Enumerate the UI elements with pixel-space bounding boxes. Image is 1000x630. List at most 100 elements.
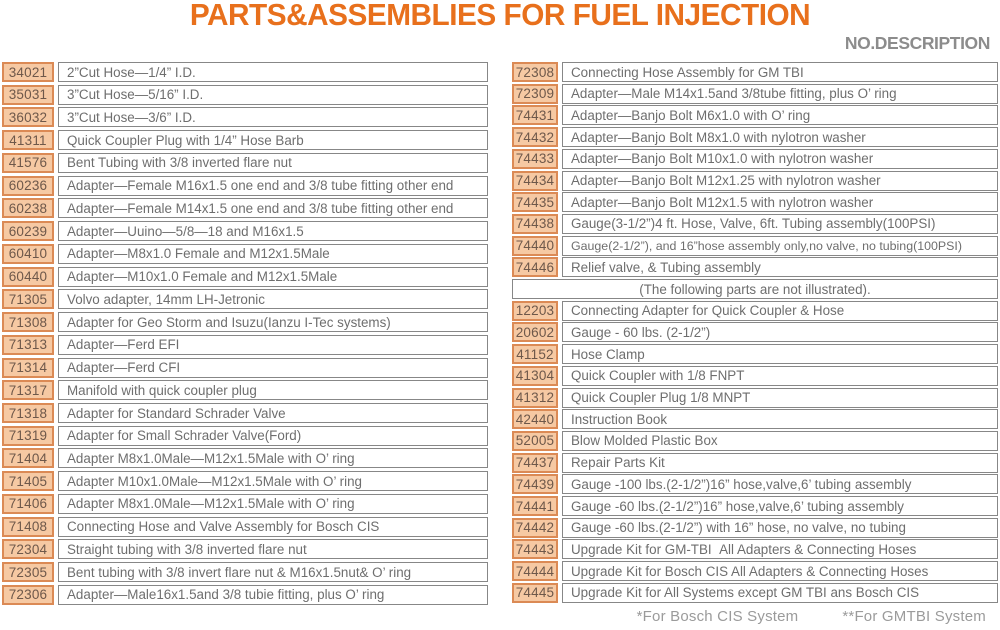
table-row: 36032 3”Cut Hose—3/6” I.D. — [2, 107, 488, 128]
part-description-cell: Straight tubing with 3/8 inverted flare … — [58, 539, 488, 560]
left-table: 34021 2”Cut Hose—1/4” I.D. 35031 3”Cut Hose… — [2, 62, 488, 605]
part-description-cell: Quick Coupler with 1/8 FNPT — [562, 365, 998, 386]
column-header-label: NO.DESCRIPTION — [844, 33, 991, 53]
part-description-cell: Adapter for Geo Storm and Isuzu(Ianzu I-… — [58, 312, 488, 333]
table-row: 71408 Connecting Hose and Valve Assembly … — [2, 516, 488, 537]
table-row: 74432 Adapter—Banjo Bolt M8x1.0 with nylo… — [512, 127, 998, 148]
part-number-cell: 72306 — [2, 584, 54, 605]
part-number-cell: 41304 — [512, 365, 558, 386]
part-description-cell: Gauge -100 lbs.(2-1/2”)16” hose,valve,6’… — [562, 474, 998, 495]
part-number-cell: 74446 — [512, 257, 558, 278]
part-number-cell: 71319 — [2, 425, 54, 446]
part-description-cell: Quick Coupler Plug 1/8 MNPT — [562, 387, 998, 408]
part-number-cell: 71314 — [2, 357, 54, 378]
part-description-cell: Gauge(2-1/2”), and 16”hose assembly only… — [562, 235, 998, 256]
part-description-cell: Adapter—Female M16x1.5 one end and 3/8 t… — [58, 175, 488, 196]
table-row: 72304 Straight tubing with 3/8 inverted f… — [2, 539, 488, 560]
table-row: 74444 Upgrade Kit for Bosch CIS All Adapt… — [512, 561, 998, 582]
table-row: 34021 2”Cut Hose—1/4” I.D. — [2, 62, 488, 82]
part-description-cell: Gauge -60 lbs.(2-1/2”)16” hose,valve,6’ … — [562, 496, 998, 517]
part-number-cell: 71308 — [2, 312, 54, 333]
part-description-cell: Upgrade Kit for All Systems except GM TB… — [562, 582, 998, 603]
table-row: 74433 Adapter—Banjo Bolt M10x1.0 with nyl… — [512, 148, 998, 169]
part-description-cell: Volvo adapter, 14mm LH-Jetronic — [58, 289, 488, 310]
part-number-cell: 74440 — [512, 235, 558, 256]
part-number-cell: 74438 — [512, 213, 558, 234]
table-row: 41304 Quick Coupler with 1/8 FNPT — [512, 365, 998, 386]
part-number-cell: 74441 — [512, 496, 558, 517]
part-description-cell: Adapter—Banjo Bolt M12x1.5 with nylotron… — [562, 192, 998, 213]
table-row: 74434 Adapter—Banjo Bolt M12x1.25 with ny… — [512, 170, 998, 191]
part-number-cell: 71408 — [2, 516, 54, 537]
table-row: 60236 Adapter—Female M16x1.5 one end and … — [2, 175, 488, 196]
part-description-cell: Hose Clamp — [562, 344, 998, 365]
part-number-cell: 72305 — [2, 562, 54, 583]
part-description-cell: Manifold with quick coupler plug — [58, 380, 488, 401]
part-number-cell: 20602 — [512, 322, 558, 343]
part-description-cell: Adapter M8x1.0Male—M12x1.5Male with O’ r… — [58, 493, 488, 514]
part-number-cell: 60239 — [2, 221, 54, 242]
part-number-cell: 74433 — [512, 148, 558, 169]
table-row: 71308 Adapter for Geo Storm and Isuzu(Ian… — [2, 312, 488, 333]
table-row: 71317 Manifold with quick coupler plug — [2, 380, 488, 401]
table-row: 60238 Adapter—Female M14x1.5 one end and … — [2, 198, 488, 219]
part-description-cell: Upgrade Kit for Bosch CIS All Adapters &… — [562, 561, 998, 582]
part-description-cell: Gauge(3-1/2”)4 ft. Hose, Valve, 6ft. Tub… — [562, 213, 998, 234]
part-description-cell: Adapter—Ferd CFI — [58, 357, 488, 378]
table-row: 60410 Adapter—M8x1.0 Female and M12x1.5Ma… — [2, 243, 488, 264]
part-description-cell: Repair Parts Kit — [562, 452, 998, 473]
part-description-cell: 2”Cut Hose—1/4” I.D. — [58, 62, 488, 82]
table-row: 12203 Connecting Adapter for Quick Couple… — [512, 300, 998, 321]
part-description-cell: Adapter—Ferd EFI — [58, 334, 488, 355]
table-row: 71405 Adapter M10x1.0Male—M12x1.5Male wit… — [2, 471, 488, 492]
part-description-cell: Adapter—Banjo Bolt M8x1.0 with nylotron … — [562, 127, 998, 148]
part-description-cell: Instruction Book — [562, 409, 998, 430]
table-row: 72305 Bent tubing with 3/8 invert flare n… — [2, 562, 488, 583]
note-row: (The following parts are not illustrated… — [512, 279, 998, 300]
part-number-cell: 71305 — [2, 289, 54, 310]
part-description-cell: Gauge -60 lbs.(2-1/2”) with 16” hose, no… — [562, 517, 998, 538]
part-description-cell: Bent tubing with 3/8 invert flare nut & … — [58, 562, 488, 583]
part-description-cell: Blow Molded Plastic Box — [562, 430, 998, 451]
part-description-cell: Adapter—Male M14x1.5and 3/8tube fitting,… — [562, 83, 998, 104]
table-row: 74440 Gauge(2-1/2”), and 16”hose assembly… — [512, 235, 998, 256]
part-number-cell: 71405 — [2, 471, 54, 492]
table-row: 74439 Gauge -100 lbs.(2-1/2”)16” hose,val… — [512, 474, 998, 495]
part-description-cell: Adapter for Standard Schrader Valve — [58, 403, 488, 424]
table-row: 71313 Adapter—Ferd EFI — [2, 334, 488, 355]
part-number-cell: 72304 — [2, 539, 54, 560]
table-row: 42440 Instruction Book — [512, 409, 998, 430]
part-number-cell: 74434 — [512, 170, 558, 191]
part-number-cell: 71313 — [2, 334, 54, 355]
table-row: 72306 Adapter—Male16x1.5and 3/8 tubie fit… — [2, 584, 488, 605]
part-number-cell: 60236 — [2, 175, 54, 196]
table-row: 74437 Repair Parts Kit — [512, 452, 998, 473]
part-description-cell: Connecting Adapter for Quick Coupler & H… — [562, 300, 998, 321]
part-description-cell: 3”Cut Hose—5/16” I.D. — [58, 84, 488, 105]
part-number-cell: 74439 — [512, 474, 558, 495]
right-table: 72308 Connecting Hose Assembly for GM TBI… — [512, 62, 998, 603]
part-number-cell: 60440 — [2, 266, 54, 287]
table-row: 52005 Blow Molded Plastic Box — [512, 430, 998, 451]
part-number-cell: 72308 — [512, 62, 558, 82]
table-row: 41311 Quick Coupler Plug with 1/4” Hose B… — [2, 130, 488, 151]
part-number-cell: 74431 — [512, 105, 558, 126]
part-number-cell: 71318 — [2, 403, 54, 424]
part-description-cell: Adapter—M10x1.0 Female and M12x1.5Male — [58, 266, 488, 287]
table-row: 74441 Gauge -60 lbs.(2-1/2”)16” hose,valv… — [512, 496, 998, 517]
table-row: 74443 Upgrade Kit for GM-TBI All Adapters… — [512, 539, 998, 560]
table-row: 60440 Adapter—M10x1.0 Female and M12x1.5M… — [2, 266, 488, 287]
part-number-cell: 71404 — [2, 448, 54, 469]
part-number-cell: 71406 — [2, 493, 54, 514]
table-row: 74445 Upgrade Kit for All Systems except … — [512, 582, 998, 603]
part-description-cell: Adapter—Female M14x1.5 one end and 3/8 t… — [58, 198, 488, 219]
part-number-cell: 74443 — [512, 539, 558, 560]
part-description-cell: Relief valve, & Tubing assembly — [562, 257, 998, 278]
part-description-cell: Quick Coupler Plug with 1/4” Hose Barb — [58, 130, 488, 151]
part-number-cell: 36032 — [2, 107, 54, 128]
table-row: 72309 Adapter—Male M14x1.5and 3/8tube fit… — [512, 83, 998, 104]
part-description-cell: Adapter—Banjo Bolt M6x1.0 with O’ ring — [562, 105, 998, 126]
part-description-cell: Adapter—Male16x1.5and 3/8 tubie fitting,… — [58, 584, 488, 605]
part-number-cell: 74435 — [512, 192, 558, 213]
